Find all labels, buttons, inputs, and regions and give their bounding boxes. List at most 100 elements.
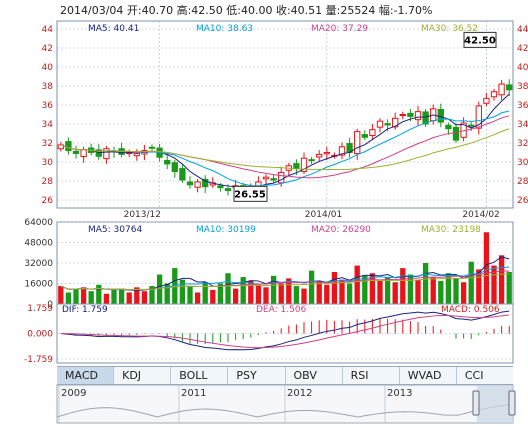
timeline-overview-line xyxy=(56,403,514,418)
candle-down xyxy=(164,159,171,165)
volume-bar-up xyxy=(339,279,345,304)
volume-bar-up xyxy=(248,280,254,304)
kline-ytick-left: 28 xyxy=(42,177,54,187)
volume-bar-up xyxy=(232,288,239,304)
volume-bar-down xyxy=(217,283,224,304)
timeline-year: 2009 xyxy=(61,388,86,399)
volume-bar-up xyxy=(80,287,87,304)
kline-ytick-right: 38 xyxy=(517,82,528,92)
timeline-selection xyxy=(477,385,513,423)
kline-ytick-left: 42 xyxy=(42,44,53,54)
low-annotation-box xyxy=(233,185,268,202)
volume-bar-down xyxy=(225,273,231,304)
ma20-label: MA20: 37.29 xyxy=(311,24,369,34)
volume-ytick: 0 xyxy=(47,300,53,310)
tab-macd[interactable]: MACD xyxy=(57,367,115,384)
kline-ytick-right: 40 xyxy=(517,63,528,73)
volume-bar-up xyxy=(400,268,406,304)
volume-bar-down xyxy=(172,268,178,304)
vol-ma30-label: MA30: 23198 xyxy=(421,225,481,235)
kline-ytick-right: 36 xyxy=(517,101,528,111)
candle-down xyxy=(148,146,156,149)
indicator-tabs: MACD KDJ BOLL PSY OBV RSI WVAD CCI xyxy=(57,366,513,385)
volume-bar-down xyxy=(65,292,72,304)
candle-down xyxy=(452,126,460,141)
high-annotation: 42.50 xyxy=(464,35,496,46)
timeline-handle-left xyxy=(472,390,480,416)
price-summary: 2014/03/04 开:40.70 高:42.50 低:40.00 收:40.… xyxy=(60,4,433,17)
tab-rsi[interactable]: RSI xyxy=(342,367,400,384)
tab-cci[interactable]: CCI xyxy=(456,367,513,384)
candle-up xyxy=(300,157,308,172)
candle-down xyxy=(179,168,186,181)
tab-wvad[interactable]: WVAD xyxy=(399,367,457,384)
volume-ytick: 32000 xyxy=(24,259,53,269)
volume-bar-down xyxy=(73,288,79,304)
candle-up xyxy=(80,149,87,158)
candle-down xyxy=(384,123,391,126)
candle-up xyxy=(369,129,376,136)
volume-bar-up xyxy=(369,273,376,304)
volume-bar-up xyxy=(415,279,421,304)
kline-ytick-right: 28 xyxy=(517,177,528,187)
candle-down xyxy=(202,178,209,188)
candle-down xyxy=(65,141,72,152)
candle-up xyxy=(133,152,140,157)
candle-down xyxy=(468,124,475,127)
volume-bar-down xyxy=(187,286,193,304)
tab-psy[interactable]: PSY xyxy=(228,367,286,384)
volume-bar-down xyxy=(346,283,353,304)
macd-ytick: -1.759 xyxy=(24,355,53,365)
candle-up xyxy=(399,114,406,116)
volume-bar-up xyxy=(141,291,148,304)
kline-ytick-right: 44 xyxy=(517,25,528,35)
ma30-label: MA30: 36.52 xyxy=(421,24,479,34)
ma10-line xyxy=(60,110,510,187)
dea-label: DEA: 1.506 xyxy=(256,305,307,315)
volume-bar-down xyxy=(362,275,368,304)
vol-ma10-label: MA10: 30199 xyxy=(196,225,256,235)
candle-up xyxy=(376,120,384,128)
kline-xtick: 2014/02 xyxy=(462,210,499,220)
candle-down xyxy=(171,162,178,172)
volume-ytick: 64000 xyxy=(24,218,53,228)
volume-bar-up xyxy=(255,284,262,304)
volume-bar-down xyxy=(240,277,246,304)
volume-bar-down xyxy=(438,280,444,304)
kline-frame xyxy=(56,20,514,209)
candle-down xyxy=(422,111,429,125)
kline-ytick-left: 30 xyxy=(42,158,54,168)
tab-kdj[interactable]: KDJ xyxy=(114,367,172,384)
volume-bar-up xyxy=(301,288,307,304)
volume-bar-up xyxy=(476,269,482,304)
candle-down xyxy=(308,159,315,162)
volume-bar-down xyxy=(202,282,208,304)
tab-boll[interactable]: BOLL xyxy=(171,367,229,384)
volume-bar-up xyxy=(103,293,110,304)
volume-bar-up xyxy=(286,278,292,304)
ma30-line xyxy=(60,128,510,171)
volume-bar-up xyxy=(324,284,330,304)
candle-down xyxy=(506,84,513,91)
volume-bar-up xyxy=(392,282,398,304)
candle-down xyxy=(445,124,452,130)
dif-line xyxy=(60,310,510,351)
volume-bar-up xyxy=(210,289,216,304)
candle-up xyxy=(414,111,422,121)
volume-bar-down xyxy=(179,279,186,304)
vol-ma5-label: MA5: 30764 xyxy=(88,225,143,235)
tab-obv[interactable]: OBV xyxy=(285,367,343,384)
volume-bar-down xyxy=(156,274,163,304)
volume-bar-up xyxy=(377,280,383,304)
ma10-label: MA10: 38.63 xyxy=(196,24,254,34)
ma5-label: MA5: 40.41 xyxy=(88,24,140,34)
volume-bar-down xyxy=(293,286,300,304)
volume-bar-down xyxy=(422,263,429,304)
volume-bar-down xyxy=(453,278,459,304)
volume-bar-up xyxy=(483,232,490,304)
kline-ytick-right: 34 xyxy=(517,120,528,130)
volume-bar-down xyxy=(96,284,102,304)
volume-ytick: 48000 xyxy=(24,239,53,249)
kline-ytick-left: 26 xyxy=(42,196,54,206)
candle-up xyxy=(498,83,505,96)
